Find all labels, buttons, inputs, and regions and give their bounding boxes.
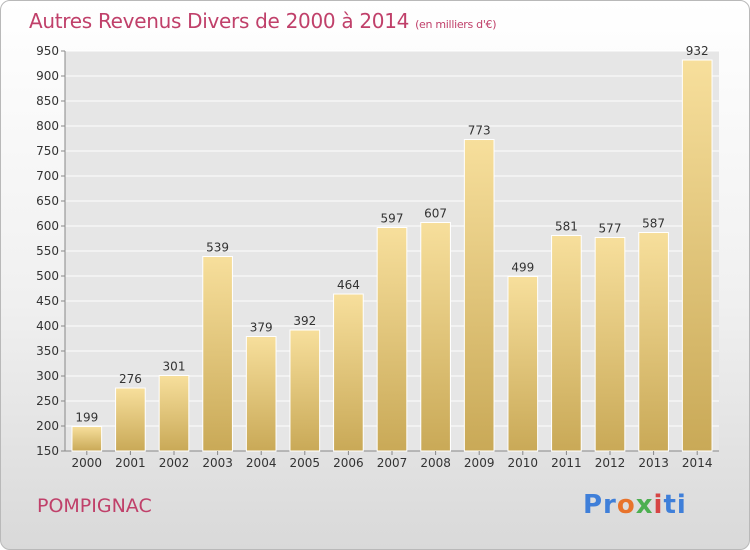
bar-value-label: 464 [337,278,360,292]
bar [289,329,321,452]
city-name: POMPIGNAC [37,495,152,517]
x-tick-label: 2008 [420,456,451,470]
bar-value-label: 499 [511,261,534,275]
y-tick-label: 800 [36,119,59,133]
x-tick-label: 2009 [464,456,495,470]
bar-value-label: 597 [381,212,404,226]
y-tick-label: 200 [36,419,59,433]
bar-value-label: 539 [206,241,229,255]
bar-value-label: 773 [468,124,491,138]
bar [463,139,495,452]
bar [245,336,277,452]
bar [594,237,626,452]
x-tick-label: 2000 [72,456,103,470]
bar-value-label: 587 [642,217,665,231]
bar-value-label: 276 [119,372,142,386]
bar-value-label: 577 [599,222,622,236]
x-tick-label: 2003 [202,456,233,470]
y-tick-label: 650 [36,194,59,208]
y-tick-label: 700 [36,169,59,183]
proxiti-logo: Proxiti [583,490,687,520]
bar [507,276,539,452]
y-tick-label: 850 [36,94,59,108]
y-tick-label: 350 [36,344,59,358]
y-tick-label: 950 [36,44,59,58]
x-tick-label: 2014 [682,456,713,470]
y-tick-label: 150 [36,444,59,458]
chart-title: Autres Revenus Divers de 2000 à 2014 (en … [29,9,497,33]
y-tick-label: 300 [36,369,59,383]
y-tick-label: 400 [36,319,59,333]
title-text: Autres Revenus Divers de 2000 à 2014 [29,9,410,33]
x-tick-label: 2002 [159,456,190,470]
x-tick-label: 2006 [333,456,364,470]
bar [333,293,364,452]
bar-value-label: 199 [75,411,98,425]
bar [376,227,408,452]
y-tick-label: 450 [36,294,59,308]
bar [158,375,190,452]
bar [681,59,713,452]
x-tick-label: 2013 [638,456,669,470]
x-tick-label: 2010 [508,456,539,470]
x-tick-label: 2004 [246,456,277,470]
bar [420,222,451,452]
bar-value-label: 392 [293,314,316,328]
bar-value-label: 607 [424,207,447,221]
x-tick-label: 2001 [115,456,146,470]
bar [551,235,582,452]
y-tick-label: 750 [36,144,59,158]
unit-text: (en milliers d'€) [415,18,497,31]
y-tick-label: 600 [36,219,59,233]
bar-value-label: 301 [163,360,186,374]
y-tick-label: 500 [36,269,59,283]
y-tick-label: 250 [36,394,59,408]
bar [115,387,146,452]
x-tick-label: 2012 [595,456,626,470]
bar [71,426,103,452]
bar-value-label: 932 [686,44,709,58]
x-tick-label: 2007 [377,456,408,470]
x-tick-label: 2005 [290,456,321,470]
bar [202,256,233,452]
bar [638,232,669,452]
y-tick-label: 550 [36,244,59,258]
x-tick-label: 2011 [551,456,582,470]
y-tick-label: 900 [36,69,59,83]
bar-value-label: 581 [555,220,578,234]
bar-value-label: 379 [250,321,273,335]
